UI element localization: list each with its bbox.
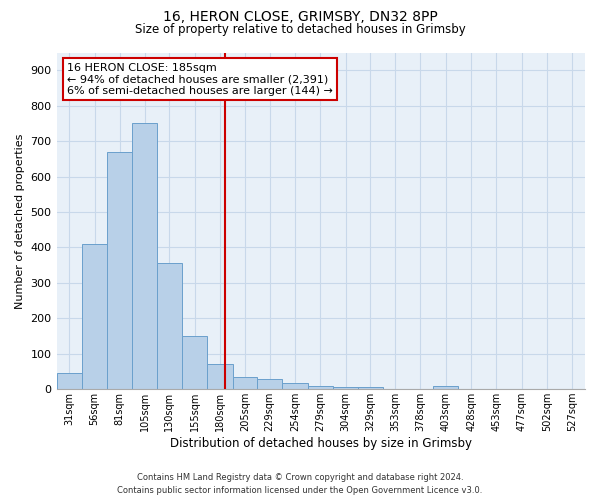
Bar (308, 386, 333, 389)
Bar (157, 264, 182, 389)
Text: 16 HERON CLOSE: 185sqm
← 94% of detached houses are smaller (2,391)
6% of semi-d: 16 HERON CLOSE: 185sqm ← 94% of detached… (67, 62, 333, 96)
Text: Size of property relative to detached houses in Grimsby: Size of property relative to detached ho… (134, 22, 466, 36)
Bar (283, 383, 308, 389)
Bar (257, 379, 283, 389)
Bar (233, 377, 257, 389)
Bar (107, 152, 133, 389)
X-axis label: Distribution of detached houses by size in Grimsby: Distribution of detached houses by size … (170, 437, 472, 450)
Bar (333, 386, 358, 389)
Bar (208, 364, 233, 389)
Bar (82, 244, 107, 389)
Bar (56, 372, 82, 389)
Bar (433, 386, 458, 389)
Text: Contains HM Land Registry data © Crown copyright and database right 2024.
Contai: Contains HM Land Registry data © Crown c… (118, 474, 482, 495)
Bar (182, 336, 208, 389)
Y-axis label: Number of detached properties: Number of detached properties (15, 133, 25, 308)
Bar (133, 124, 157, 389)
Text: 16, HERON CLOSE, GRIMSBY, DN32 8PP: 16, HERON CLOSE, GRIMSBY, DN32 8PP (163, 10, 437, 24)
Bar (358, 388, 383, 389)
